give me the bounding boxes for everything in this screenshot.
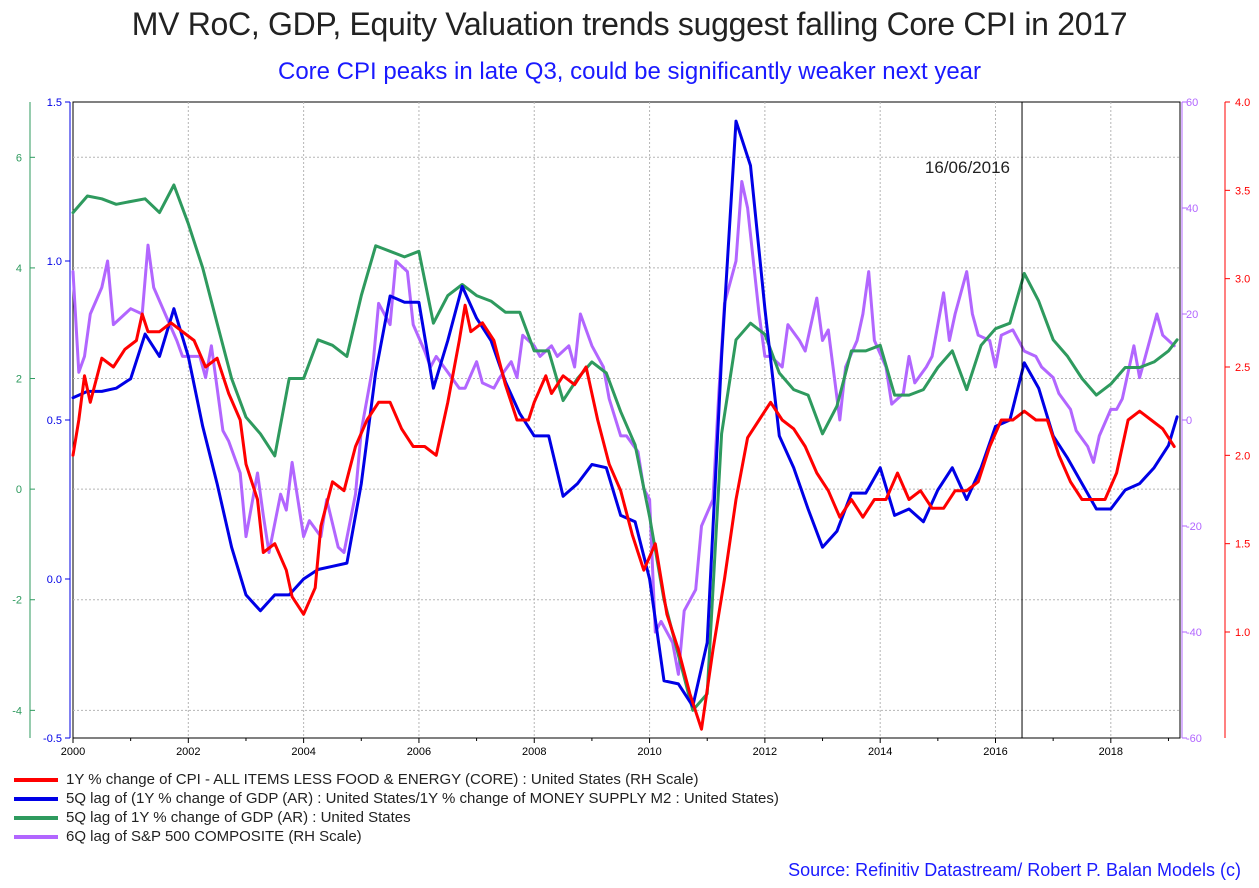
legend-swatch-red — [14, 777, 58, 782]
y-tick-label-red: 4.0 — [1235, 97, 1250, 109]
legend-label-core-cpi: 1Y % change of CPI - ALL ITEMS LESS FOOD… — [66, 771, 699, 788]
y-tick-label-green: 6 — [16, 152, 22, 164]
x-tick-label: 2008 — [522, 746, 546, 758]
chart-title: MV RoC, GDP, Equity Valuation trends sug… — [131, 6, 1128, 42]
y-tick-label-purple: 60 — [1186, 97, 1198, 109]
x-tick-label: 2004 — [291, 746, 315, 758]
y-tick-label-blue: -0.5 — [43, 733, 62, 745]
x-tick-label: 2016 — [983, 746, 1007, 758]
legend-item-gdp-m2: 5Q lag of (1Y % change of GDP (AR) : Uni… — [14, 789, 779, 808]
legend-item-sp500: 6Q lag of S&P 500 COMPOSITE (RH Scale) — [14, 827, 779, 846]
legend-swatch-purple — [14, 834, 58, 839]
y-tick-label-purple: 40 — [1186, 203, 1198, 215]
y-tick-label-purple: -60 — [1186, 733, 1202, 745]
y-tick-label-blue: 0.5 — [47, 415, 62, 427]
legend-swatch-green — [14, 815, 58, 820]
y-tick-label-green: -4 — [12, 705, 22, 717]
y-tick-label-blue: 1.0 — [47, 256, 62, 268]
x-tick-label: 2002 — [176, 746, 200, 758]
y-tick-label-red: 3.5 — [1235, 185, 1250, 197]
x-tick-label: 2012 — [753, 746, 777, 758]
legend-label-sp500: 6Q lag of S&P 500 COMPOSITE (RH Scale) — [66, 828, 362, 845]
y-tick-label-green: 4 — [16, 263, 22, 275]
x-tick-label: 2000 — [61, 746, 85, 758]
x-tick-label: 2010 — [637, 746, 661, 758]
legend-label-gdp-m2: 5Q lag of (1Y % change of GDP (AR) : Uni… — [66, 790, 779, 807]
series-line-gdp — [71, 183, 1179, 712]
y-tick-label-green: 2 — [16, 374, 22, 386]
y-tick-label-purple: -20 — [1186, 521, 1202, 533]
y-tick-label-purple: -40 — [1186, 627, 1202, 639]
legend-label-gdp: 5Q lag of 1Y % change of GDP (AR) : Unit… — [66, 809, 411, 826]
y-tick-label-red: 1.5 — [1235, 539, 1250, 551]
series-line-core-cpi — [71, 303, 1176, 731]
source-note: Source: Refinitiv Datastream/ Robert P. … — [788, 860, 1241, 880]
y-tick-label-red: 2.5 — [1235, 362, 1250, 374]
legend-item-gdp: 5Q lag of 1Y % change of GDP (AR) : Unit… — [14, 808, 779, 827]
y-tick-label-purple: 0 — [1186, 415, 1192, 427]
legend: 1Y % change of CPI - ALL ITEMS LESS FOOD… — [14, 770, 779, 846]
legend-swatch-blue — [14, 796, 58, 801]
y-tick-label-red: 3.0 — [1235, 274, 1250, 286]
chart-subtitle: Core CPI peaks in late Q3, could be sign… — [277, 58, 982, 85]
y-tick-label-purple: 20 — [1186, 309, 1198, 321]
y-tick-label-blue: 0.0 — [47, 574, 62, 586]
annotation-label: 16/06/2016 — [925, 158, 1010, 177]
y-tick-label-red: 1.0 — [1235, 627, 1250, 639]
y-tick-label-green: -2 — [12, 595, 22, 607]
y-tick-label-red: 2.0 — [1235, 450, 1250, 462]
x-tick-label: 2006 — [407, 746, 431, 758]
x-tick-label: 2014 — [868, 746, 892, 758]
legend-item-core-cpi: 1Y % change of CPI - ALL ITEMS LESS FOOD… — [14, 770, 779, 789]
x-tick-label: 2018 — [1099, 746, 1123, 758]
y-tick-label-green: 0 — [16, 484, 22, 496]
y-tick-label-blue: 1.5 — [47, 97, 62, 109]
